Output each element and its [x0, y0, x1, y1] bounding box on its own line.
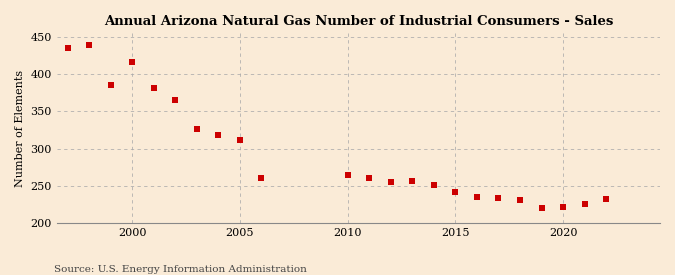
Title: Annual Arizona Natural Gas Number of Industrial Consumers - Sales: Annual Arizona Natural Gas Number of Ind… [104, 15, 613, 28]
Point [213, 133, 224, 138]
Point [256, 176, 267, 181]
Point [342, 172, 353, 177]
Point [493, 196, 504, 200]
Y-axis label: Number of Elements: Number of Elements [15, 70, 25, 187]
Point [385, 180, 396, 185]
Point [558, 205, 568, 209]
Point [84, 43, 95, 48]
Point [450, 190, 461, 194]
Point [234, 138, 245, 142]
Point [148, 86, 159, 91]
Point [579, 202, 590, 206]
Point [471, 195, 482, 199]
Point [407, 179, 418, 184]
Point [62, 46, 73, 50]
Point [601, 196, 612, 201]
Point [514, 198, 525, 202]
Point [127, 60, 138, 65]
Point [429, 183, 439, 187]
Point [536, 206, 547, 210]
Text: Source: U.S. Energy Information Administration: Source: U.S. Energy Information Administ… [54, 265, 307, 274]
Point [170, 98, 181, 103]
Point [364, 176, 375, 181]
Point [192, 126, 202, 131]
Point [105, 83, 116, 88]
